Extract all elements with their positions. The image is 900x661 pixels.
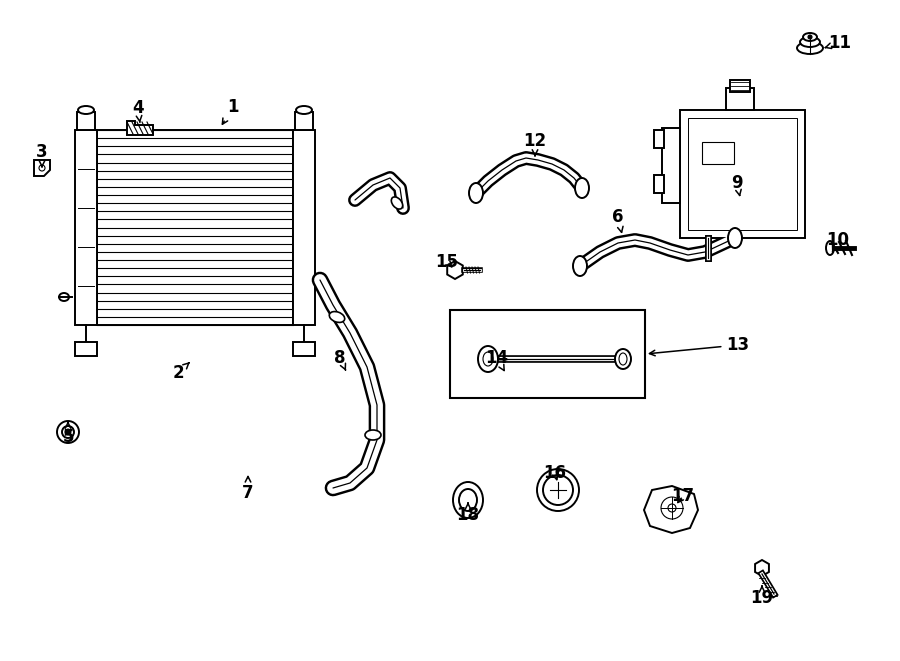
Ellipse shape [483,352,493,366]
Text: 18: 18 [456,503,480,524]
Text: 13: 13 [650,336,750,356]
Ellipse shape [459,489,477,511]
Text: 3: 3 [36,143,48,167]
Ellipse shape [78,106,94,114]
Ellipse shape [296,106,312,114]
Bar [75,342,97,356]
Bar [680,110,805,238]
Bar [450,310,645,398]
Ellipse shape [619,353,627,365]
Circle shape [808,35,812,39]
Text: 2: 2 [172,363,189,382]
Circle shape [39,165,45,171]
Text: 7: 7 [242,477,254,502]
Bar [726,88,754,110]
Polygon shape [34,160,50,176]
Ellipse shape [537,469,579,511]
Ellipse shape [800,37,820,47]
Circle shape [57,421,79,443]
Ellipse shape [575,178,589,198]
Bar [295,112,313,130]
Bar [702,142,734,164]
Bar [293,342,315,356]
Text: 1: 1 [222,98,239,124]
Bar [97,130,293,325]
Bar [654,175,664,193]
Bar [77,112,95,130]
Text: 10: 10 [826,231,850,252]
Polygon shape [644,486,698,533]
Ellipse shape [728,228,742,248]
Text: 11: 11 [825,34,851,52]
Text: 14: 14 [485,349,508,371]
Bar [654,130,664,148]
Text: 15: 15 [436,253,458,271]
Text: 16: 16 [544,464,566,482]
Ellipse shape [797,42,823,54]
Text: 4: 4 [132,99,144,122]
Polygon shape [127,121,153,135]
Text: 5: 5 [62,422,74,446]
Polygon shape [447,261,463,279]
Bar [662,128,680,203]
Ellipse shape [392,197,402,209]
Text: 12: 12 [524,132,546,156]
Ellipse shape [59,293,69,301]
Circle shape [661,497,683,519]
Text: 6: 6 [612,208,624,233]
Text: 17: 17 [671,487,695,505]
Ellipse shape [365,430,381,440]
Bar [75,130,97,325]
Ellipse shape [478,346,498,372]
Polygon shape [755,560,769,576]
Text: 8: 8 [334,349,346,370]
Text: 19: 19 [751,586,774,607]
Ellipse shape [615,349,631,369]
Circle shape [62,426,74,438]
Bar [688,118,797,230]
Ellipse shape [543,475,573,505]
Circle shape [668,504,676,512]
Ellipse shape [573,256,587,276]
Text: 9: 9 [731,174,742,196]
Bar [730,80,750,92]
Ellipse shape [329,311,345,323]
Ellipse shape [453,482,483,518]
Ellipse shape [826,241,834,255]
Ellipse shape [469,183,483,203]
Circle shape [66,430,70,434]
Ellipse shape [803,33,817,41]
Bar [293,130,315,325]
